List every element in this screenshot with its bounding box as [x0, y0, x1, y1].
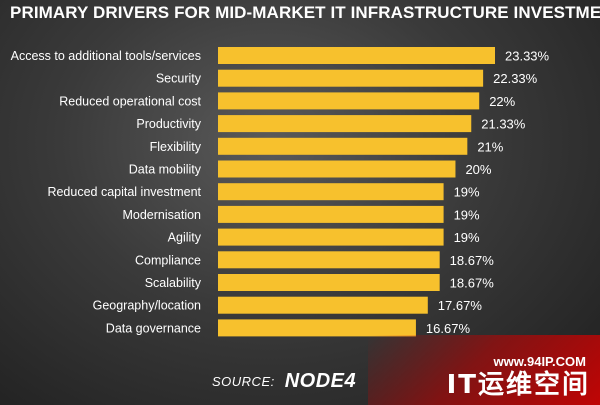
category-label: Scalability [145, 276, 202, 290]
bar [218, 274, 440, 291]
value-label: 18.67% [450, 253, 495, 268]
value-label: 19% [454, 185, 480, 200]
category-label: Data governance [106, 321, 201, 335]
value-label: 17.67% [438, 298, 483, 313]
bar [218, 69, 484, 87]
category-label: Flexibility [150, 140, 202, 154]
value-label: 21.33% [481, 117, 526, 132]
value-label: 20% [465, 162, 491, 177]
category-label: Productivity [136, 117, 201, 131]
category-label: Reduced operational cost [59, 94, 201, 108]
bar [218, 92, 480, 110]
chart-title: PRIMARY DRIVERS FOR MID-MARKET IT INFRAS… [10, 3, 600, 22]
value-label: 19% [454, 207, 480, 222]
category-label: Access to additional tools/services [11, 49, 201, 63]
source-attribution: SOURCE: NODE4 [212, 370, 356, 393]
value-label: 22% [489, 94, 515, 109]
value-label: 19% [454, 230, 480, 245]
value-label: 23.33% [505, 49, 550, 64]
category-label: Data mobility [129, 163, 202, 177]
node4-logo: NODE4 [284, 370, 357, 392]
bars-layer: Access to additional tools/services 23.33… [11, 47, 550, 337]
value-label: 18.67% [450, 276, 495, 291]
source-label: SOURCE: [212, 374, 275, 389]
bar [218, 137, 468, 155]
watermark-url: www.94IP.COM [493, 354, 586, 369]
bar [218, 251, 440, 269]
category-label: Modernisation [122, 208, 201, 222]
category-label: Security [156, 72, 202, 86]
value-label: 16.67% [426, 321, 471, 336]
bar [218, 115, 472, 133]
category-label: Geography/location [93, 299, 201, 313]
bar [218, 160, 456, 178]
category-label: Agility [168, 231, 202, 245]
bar [218, 228, 444, 246]
value-label: 21% [477, 139, 503, 154]
category-label: Compliance [135, 253, 201, 267]
value-label: 22.33% [493, 71, 538, 86]
watermark-name: IT运维空间 [446, 370, 590, 400]
bar [218, 296, 428, 314]
bar [218, 183, 444, 201]
category-label: Reduced capital investment [47, 185, 201, 199]
bar [218, 205, 444, 223]
bar [218, 319, 416, 337]
watermark: www.94IP.COM IT运维空间 [368, 335, 600, 405]
bar [218, 47, 495, 64]
